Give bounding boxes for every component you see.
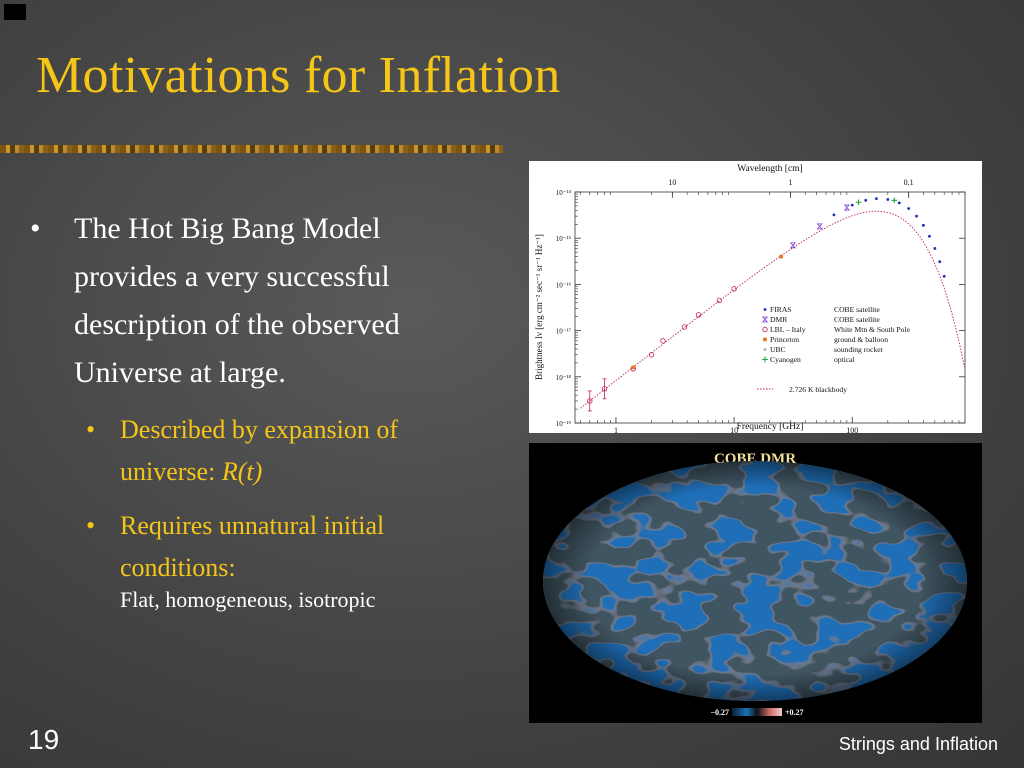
scale-max-label: +0.27 bbox=[785, 708, 804, 717]
legend-label: 2.726 K blackbody bbox=[789, 385, 847, 394]
bullet-list: • The Hot Big Bang Model provides a very… bbox=[30, 205, 490, 615]
scale-min-label: −0.27 bbox=[710, 708, 729, 717]
cobe-dmr-map-panel: COBE DMR −0.27 +0.27 bbox=[529, 443, 982, 723]
data-point bbox=[855, 199, 862, 206]
legend-marker bbox=[763, 348, 767, 351]
data-point bbox=[695, 312, 702, 318]
map-limb bbox=[543, 461, 967, 701]
legend-label: DMR bbox=[770, 315, 788, 324]
bullet-main: • The Hot Big Bang Model provides a very… bbox=[30, 205, 490, 397]
data-point bbox=[921, 223, 925, 227]
data-point bbox=[843, 204, 850, 211]
data-point bbox=[915, 214, 918, 218]
y-axis-label: Brightness Iν [erg cm⁻² sec⁻¹ sr⁻¹ Hz⁻¹] bbox=[534, 234, 544, 380]
expansion-text: Described by expansion of universe: bbox=[120, 415, 398, 486]
corner-mark bbox=[4, 4, 26, 20]
data-point bbox=[933, 247, 937, 250]
legend-marker bbox=[761, 316, 769, 323]
plot-frame bbox=[574, 191, 966, 424]
scale-factor: R(t) bbox=[221, 457, 263, 486]
y-tick-label: 10⁻¹⁵ bbox=[556, 235, 572, 243]
data-point bbox=[816, 223, 823, 230]
legend-label: Cyanogen bbox=[770, 355, 801, 364]
data-point bbox=[601, 386, 608, 392]
legend-desc: COBE satellite bbox=[834, 305, 880, 314]
legend-desc: sounding rocket bbox=[834, 345, 884, 354]
sub-bullet-text: Described by expansion of universe: R(t) bbox=[120, 409, 490, 493]
data-point bbox=[716, 297, 723, 304]
data-point bbox=[631, 365, 636, 370]
data-point bbox=[789, 242, 797, 249]
x-axis-label: Frequency [GHz] bbox=[737, 422, 804, 432]
legend-desc: optical bbox=[834, 355, 855, 364]
color-scale-bar bbox=[732, 708, 782, 716]
sub-bullet-expansion: • Described by expansion of universe: R(… bbox=[86, 409, 490, 493]
y-tick-label: 10⁻¹⁸ bbox=[556, 374, 572, 382]
data-point bbox=[779, 254, 783, 259]
data-point bbox=[891, 197, 898, 204]
legend-label: UBC bbox=[770, 345, 786, 354]
cmb-spectrum-chart: Wavelength [cm] Frequency [GHz] Brightne… bbox=[529, 161, 982, 435]
data-point bbox=[648, 352, 655, 358]
top-tick-label: 0.1 bbox=[904, 178, 914, 187]
legend-label: LBL – Italy bbox=[770, 325, 806, 334]
cmb-map-svg: COBE DMR −0.27 +0.27 bbox=[543, 451, 967, 717]
y-tick-label: 10⁻¹⁶ bbox=[556, 281, 572, 289]
legend-marker bbox=[763, 308, 767, 311]
legend-label: FIRAS bbox=[770, 305, 792, 314]
spectrum-svg: Wavelength [cm] Frequency [GHz] Brightne… bbox=[534, 164, 966, 435]
legend-label: Princeton bbox=[770, 335, 799, 344]
y-tick-label: 10⁻¹⁹ bbox=[556, 420, 572, 428]
y-tick-label: 10⁻¹⁷ bbox=[556, 328, 572, 336]
x-tick-label: 10 bbox=[730, 426, 738, 433]
data-point bbox=[907, 207, 911, 210]
legend-desc: COBE satellite bbox=[834, 315, 880, 324]
data-point bbox=[731, 286, 737, 292]
data-point bbox=[681, 324, 688, 330]
data-point bbox=[587, 398, 593, 404]
x-tick-label: 1 bbox=[614, 426, 618, 433]
footer-text: Strings and Inflation bbox=[838, 734, 998, 754]
title-divider bbox=[0, 145, 503, 153]
data-point bbox=[850, 203, 854, 207]
data-point bbox=[928, 234, 931, 238]
bullet-marker: • bbox=[30, 212, 41, 245]
sub-bullet-marker: • bbox=[86, 511, 96, 540]
sky-map bbox=[543, 461, 967, 701]
legend-desc: White Mtn & South Pole bbox=[834, 325, 911, 334]
conditions-detail: Flat, homogeneous, isotropic bbox=[120, 587, 376, 612]
data-point bbox=[864, 198, 868, 202]
slide-number: 19 bbox=[28, 724, 60, 755]
y-tick-label: 10⁻¹⁴ bbox=[556, 189, 572, 197]
legend-desc: ground & balloon bbox=[834, 335, 888, 344]
sub-bullet-initial-conditions: • Requires unnatural initial conditions: bbox=[86, 505, 490, 589]
data-point bbox=[886, 198, 890, 201]
legend-marker bbox=[763, 337, 767, 342]
slide-title: Motivations for Inflation bbox=[36, 47, 561, 104]
legend-marker bbox=[762, 356, 768, 363]
bullet-main-text: The Hot Big Bang Model provides a very s… bbox=[74, 212, 400, 389]
top-axis-label: Wavelength [cm] bbox=[737, 164, 802, 174]
data-point bbox=[832, 213, 836, 217]
data-point bbox=[938, 260, 942, 264]
legend-marker bbox=[762, 326, 768, 333]
top-tick-label: 1 bbox=[788, 178, 792, 187]
sub-bullet-marker: • bbox=[86, 415, 96, 444]
data-point bbox=[942, 274, 946, 278]
x-tick-label: 100 bbox=[846, 426, 858, 433]
data-point bbox=[874, 197, 878, 200]
top-tick-label: 10 bbox=[668, 178, 676, 187]
data-point bbox=[660, 338, 666, 344]
data-point bbox=[897, 201, 901, 205]
chart-legend: FIRAS COBE satellite DMR COBE satellite LBL … bbox=[757, 305, 911, 394]
sub-bullet-text: Requires unnatural initial conditions: bbox=[120, 511, 385, 582]
blackbody-curve bbox=[580, 210, 965, 409]
